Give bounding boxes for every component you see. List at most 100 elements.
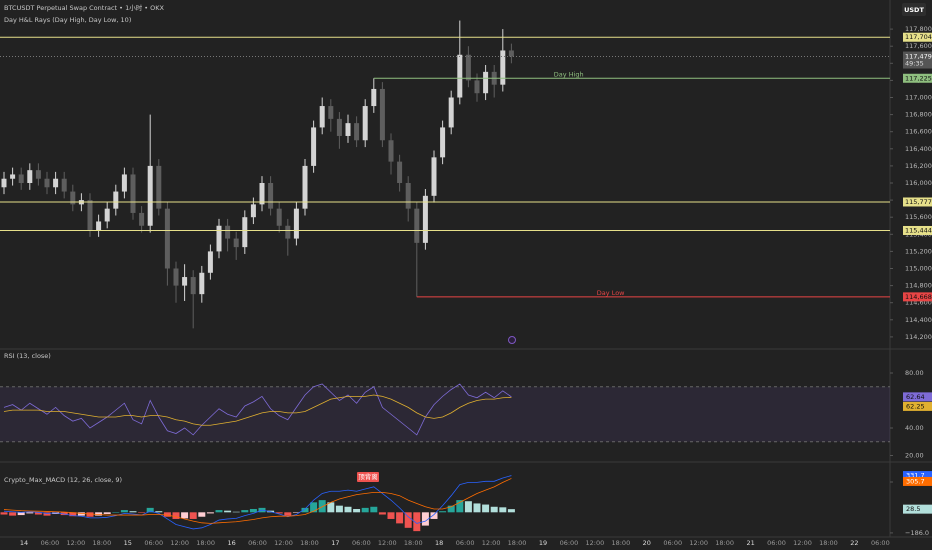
- x-tick-label: 18:00: [819, 539, 838, 547]
- y-tick-label: −186.0: [905, 529, 929, 537]
- candle-body: [293, 208, 299, 239]
- candle-body: [285, 225, 291, 239]
- y-tick-label: 117,800.0: [905, 25, 932, 33]
- x-tick-label: 06:00: [560, 539, 579, 547]
- countdown: 49:35: [905, 60, 924, 68]
- candle-body: [474, 80, 480, 94]
- candle-body: [61, 178, 67, 192]
- histogram-bar: [421, 512, 429, 526]
- candle-body: [311, 127, 317, 166]
- histogram-bar: [120, 510, 128, 513]
- histogram-bar: [146, 507, 154, 513]
- candle-body: [242, 217, 248, 248]
- y-tick-label: 116,600.0: [905, 128, 932, 136]
- rsi-band: [0, 386, 890, 442]
- histogram-bar: [387, 512, 395, 519]
- candle-body: [147, 165, 153, 226]
- y-tick-label: 117,000.0: [905, 94, 932, 102]
- histogram-bar: [344, 506, 352, 513]
- macd-title: Crypto_Max_MACD (12, 26, close, 9): [4, 476, 122, 484]
- histogram-bar: [361, 507, 369, 513]
- histogram-bar: [43, 512, 51, 516]
- currency-button[interactable]: [902, 3, 926, 16]
- y-tick-label: 80.00: [905, 369, 924, 377]
- value-tag: [903, 471, 932, 481]
- histogram-bar: [163, 512, 171, 517]
- candle-body: [190, 277, 196, 295]
- histogram-bar: [172, 512, 180, 519]
- macd-line: [3, 475, 512, 530]
- histogram-bar: [499, 507, 507, 513]
- candle-body: [259, 183, 265, 205]
- histogram-bar: [9, 512, 17, 516]
- candle-body: [53, 178, 59, 188]
- histogram-bar: [456, 500, 464, 513]
- histogram-bar: [310, 502, 318, 513]
- y-tick-label: 116,400.0: [905, 145, 932, 153]
- histogram-bar: [378, 512, 386, 515]
- candle-body: [405, 183, 411, 209]
- y-tick-label: 117,600.0: [905, 42, 932, 50]
- level-tag: [903, 197, 932, 207]
- histogram-bar: [292, 512, 300, 513]
- candle-body: [319, 106, 325, 128]
- histogram-bar: [112, 512, 120, 513]
- candle-body: [268, 183, 274, 209]
- candle-body: [70, 191, 76, 205]
- candle-body: [199, 272, 205, 295]
- histogram-bar: [353, 508, 361, 513]
- histogram-bar: [275, 512, 283, 514]
- y-tick-label: 115,600.0: [905, 213, 932, 221]
- candle-body: [388, 140, 394, 162]
- y-tick-label: 115,200.0: [905, 247, 932, 255]
- histogram-bar: [69, 512, 77, 517]
- x-tick-label: 06:00: [144, 539, 163, 547]
- histogram-bar: [241, 510, 249, 513]
- event-marker[interactable]: [508, 336, 516, 344]
- histogram-bar: [232, 511, 240, 513]
- histogram-bar: [249, 508, 257, 513]
- currency-label[interactable]: USDT: [904, 6, 924, 14]
- x-tick-label: 12:00: [274, 539, 293, 547]
- level-label: 117,704.9: [905, 33, 932, 41]
- rsi-line: [3, 394, 512, 426]
- x-tick-label: 20: [643, 539, 651, 547]
- value-tag: [903, 504, 932, 514]
- level-label: 117,225.0: [905, 74, 932, 82]
- x-tick-label: 06:00: [352, 539, 371, 547]
- level-name: Day Low: [597, 289, 625, 297]
- x-tick-label: 12:00: [793, 539, 812, 547]
- histogram-bar: [284, 512, 292, 516]
- candle-body: [336, 118, 342, 136]
- candle-body: [173, 268, 179, 286]
- candle-body: [431, 157, 437, 196]
- candle-body: [508, 50, 514, 57]
- candle-body: [182, 277, 188, 286]
- y-tick-label: 114,600.0: [905, 299, 932, 307]
- candle-body: [379, 88, 385, 141]
- candle-body: [397, 161, 403, 183]
- y-tick-label: 40.00: [905, 424, 924, 432]
- histogram-bar: [370, 506, 378, 513]
- histogram-bar: [155, 511, 163, 513]
- y-tick-label: 116,200.0: [905, 162, 932, 170]
- candle-body: [440, 127, 446, 158]
- candle-body: [414, 208, 420, 243]
- histogram-bar: [103, 512, 111, 514]
- value-label: 305.7: [906, 477, 925, 485]
- x-tick-label: 19: [539, 539, 547, 547]
- candle-body: [18, 174, 24, 183]
- y-tick-label: 20.00: [905, 452, 924, 460]
- x-tick-label: 14: [20, 539, 28, 547]
- x-tick-label: 16: [227, 539, 235, 547]
- last-price-tag: [903, 51, 932, 69]
- y-tick-label: 114,800.0: [905, 282, 932, 290]
- candle-body: [96, 221, 102, 231]
- x-tick-label: 06:00: [41, 539, 60, 547]
- histogram-bar: [490, 506, 498, 513]
- histogram-bar: [464, 501, 472, 513]
- level-label: 115,777.9: [905, 198, 932, 206]
- level-tag: [903, 32, 932, 42]
- histogram-bar: [482, 504, 490, 513]
